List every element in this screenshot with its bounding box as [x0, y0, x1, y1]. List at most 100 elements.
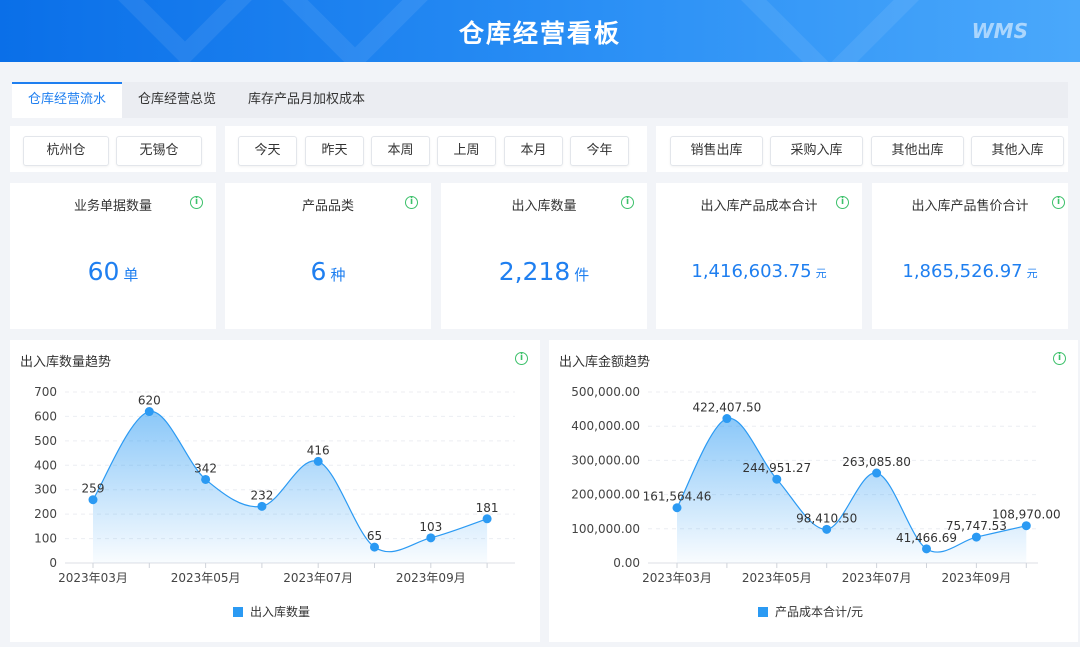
- quantity-trend-chart: 0 100 200 300 400 500 600 700 2023年03月 2023年05月 20…: [34, 385, 515, 619]
- data-point: [722, 414, 732, 424]
- kpi-label: 出入库产品成本合计: [700, 199, 818, 214]
- data-label: 98,410.50: [796, 511, 857, 525]
- kpi-value: 1,865,526.97: [902, 261, 1023, 282]
- y-tick-label: 600: [34, 409, 57, 423]
- quantity-trend-panel: 出入库数量趋势 i 0 100 200 300 400 500 600 700 2023年03月…: [10, 340, 540, 642]
- y-tick-label: 200: [34, 507, 57, 521]
- kpi-label: 出入库产品售价合计: [911, 199, 1029, 214]
- period-yesterday-button[interactable]: 昨天: [305, 136, 364, 166]
- x-tick-label: 2023年07月: [283, 571, 353, 585]
- info-icon[interactable]: i: [190, 196, 203, 209]
- y-tick-label: 100,000.00: [571, 522, 640, 536]
- info-icon[interactable]: i: [405, 196, 418, 209]
- data-point: [88, 495, 98, 505]
- kpi-card-cost-total: 出入库产品成本合计 i 1,416,603.75 元: [656, 183, 862, 329]
- x-tick-label: 2023年03月: [58, 571, 128, 585]
- data-point: [257, 501, 267, 511]
- page-title: 仓库经营看板: [458, 19, 621, 48]
- data-label: 108,970.00: [992, 508, 1061, 522]
- type-other-out-button[interactable]: 其他出库: [871, 136, 964, 166]
- kpi-label: 业务单据数量: [73, 199, 152, 214]
- y-tick-label: 100: [34, 532, 57, 546]
- info-icon[interactable]: i: [836, 196, 849, 209]
- amount-trend-panel: 出入库金额趋势 i 0.00 100,000.00 200,000.00 300,00…: [549, 340, 1078, 642]
- y-tick-label: 0.00: [613, 556, 640, 570]
- data-label: 232: [250, 488, 273, 502]
- period-this-week-button[interactable]: 本周: [371, 136, 430, 166]
- legend-swatch: [233, 607, 243, 617]
- y-tick-label: 700: [34, 385, 57, 399]
- info-icon[interactable]: i: [1052, 196, 1065, 209]
- x-tick-label: 2023年05月: [171, 571, 241, 585]
- wms-logo: WMS: [971, 19, 1028, 43]
- period-filter: 今天 昨天 本周 上周 本月 今年: [225, 126, 647, 172]
- y-tick-label: 500: [34, 434, 57, 448]
- y-tick-label: 400,000.00: [571, 419, 640, 433]
- data-point: [482, 514, 492, 524]
- kpi-unit: 元: [815, 267, 827, 280]
- x-tick-label: 2023年09月: [941, 571, 1011, 585]
- kpi-unit: 件: [574, 266, 590, 284]
- tab-overview[interactable]: 仓库经营总览: [138, 92, 217, 107]
- legend-swatch: [758, 607, 768, 617]
- type-purchase-in-button[interactable]: 采购入库: [770, 136, 863, 166]
- kpi-value: 60: [87, 257, 120, 286]
- type-other-in-button[interactable]: 其他入库: [971, 136, 1064, 166]
- data-point: [1021, 521, 1031, 531]
- data-point: [201, 474, 211, 484]
- data-label: 161,564.46: [643, 490, 712, 504]
- amount-trend-chart: 0.00 100,000.00 200,000.00 300,000.00 400,00…: [571, 385, 1061, 619]
- kpi-value: 2,218: [498, 257, 571, 286]
- x-tick-label: 2023年05月: [742, 571, 812, 585]
- tab-monthly-cost[interactable]: 库存产品月加权成本: [248, 92, 366, 107]
- data-point: [822, 524, 832, 534]
- kpi-label: 产品品类: [301, 199, 354, 214]
- info-icon[interactable]: i: [1053, 352, 1066, 365]
- tab-flow[interactable]: 仓库经营流水: [12, 82, 122, 118]
- data-point: [872, 468, 882, 478]
- data-label: 41,466.69: [896, 531, 957, 545]
- info-icon[interactable]: i: [621, 196, 634, 209]
- data-label: 263,085.80: [842, 455, 911, 469]
- type-sales-out-button[interactable]: 销售出库: [670, 136, 763, 166]
- kpi-value: 1,416,603.75: [691, 261, 812, 282]
- y-tick-label: 500,000.00: [571, 385, 640, 399]
- type-filter: 销售出库 采购入库 其他出库 其他入库: [656, 126, 1068, 172]
- data-label: 244,951.27: [742, 461, 811, 475]
- data-point: [971, 532, 981, 542]
- data-label: 342: [194, 461, 217, 475]
- series-area: [93, 411, 488, 563]
- data-point: [426, 533, 436, 543]
- info-icon[interactable]: i: [515, 352, 528, 365]
- kpi-card-price-total: 出入库产品售价合计 i 1,865,526.97 元: [872, 183, 1068, 329]
- kpi-unit: 元: [1026, 267, 1038, 280]
- data-label: 422,407.50: [693, 401, 762, 415]
- kpi-unit: 单: [123, 266, 139, 284]
- period-today-button[interactable]: 今天: [238, 136, 297, 166]
- x-tick-label: 2023年09月: [396, 571, 466, 585]
- warehouse-wuxi-button[interactable]: 无锡仓: [116, 136, 202, 166]
- kpi-card-documents: 业务单据数量 i 60 单: [10, 183, 216, 329]
- x-tick-label: 2023年07月: [842, 571, 912, 585]
- data-point: [313, 456, 323, 466]
- data-point: [772, 474, 782, 484]
- data-label: 259: [82, 482, 105, 496]
- chart-title: 出入库数量趋势: [20, 355, 112, 370]
- warehouse-filter: 杭州仓 无锡仓: [10, 126, 216, 172]
- warehouse-hangzhou-button[interactable]: 杭州仓: [23, 136, 109, 166]
- y-tick-label: 400: [34, 458, 57, 472]
- data-label: 416: [307, 443, 330, 457]
- kpi-card-quantity: 出入库数量 i 2,218 件: [441, 183, 647, 329]
- period-this-month-button[interactable]: 本月: [504, 136, 563, 166]
- data-label: 65: [367, 529, 382, 543]
- series-area: [677, 418, 1027, 563]
- data-point: [922, 544, 931, 554]
- data-point: [144, 407, 154, 417]
- data-point: [370, 542, 379, 552]
- period-this-year-button[interactable]: 今年: [570, 136, 629, 166]
- tab-bar: 仓库经营流水 仓库经营总览 库存产品月加权成本: [12, 82, 1068, 118]
- y-tick-label: 0: [49, 556, 57, 570]
- period-last-week-button[interactable]: 上周: [437, 136, 496, 166]
- kpi-unit: 种: [330, 266, 346, 284]
